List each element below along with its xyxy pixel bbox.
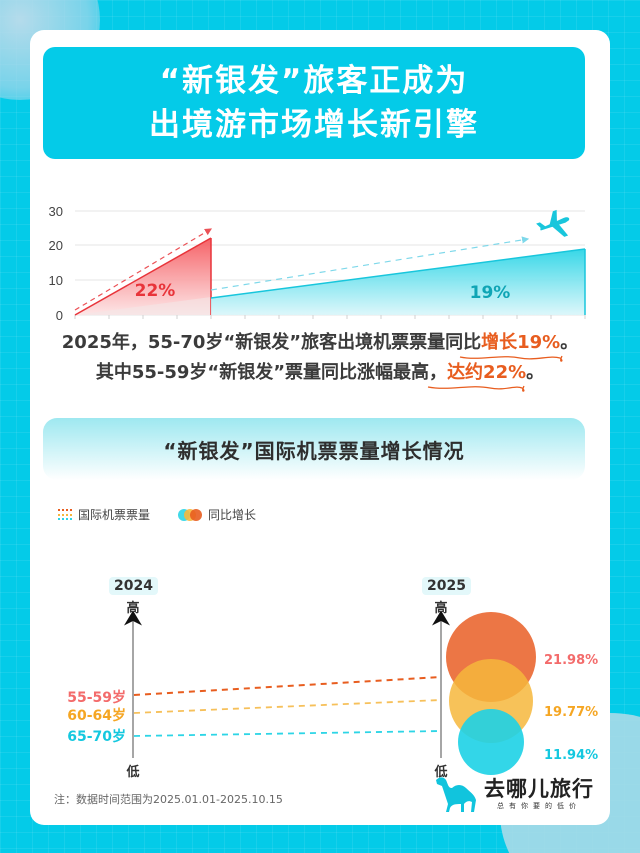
page-title-line-2: 出境游市场增长新引擎 — [149, 107, 479, 143]
line-60-64 — [133, 699, 442, 714]
summary-line-2: 其中55-59岁“新银发”票量同比涨幅最高，达约22%。 — [95, 362, 545, 383]
chart-legend: 国际机票票量 同比增长 — [58, 506, 278, 523]
overlapping-circles-icon — [178, 508, 203, 521]
line-55-59 — [133, 676, 442, 696]
axis-low-label: 低 — [433, 764, 447, 780]
bubble-65-70 — [458, 709, 524, 775]
year-label-2024: 2024 — [109, 577, 158, 595]
age-label-65-70: 65-70岁 — [67, 728, 126, 745]
section-banner: “新银发”国际机票票量增长情况 — [43, 418, 585, 480]
airplane-icon — [536, 209, 570, 237]
axis-high-label: 高 — [126, 600, 139, 616]
legend-item-volume: 国际机票票量 — [58, 506, 150, 523]
infographic-card: “新银发”旅客正成为 出境游市场增长新引擎 — [30, 30, 610, 825]
brand-tagline: 总有你要的低价 — [497, 802, 581, 810]
age-label-60-64: 60-64岁 — [67, 707, 126, 724]
camel-icon — [436, 777, 476, 812]
page-title-line-1: “新银发”旅客正成为 — [159, 63, 469, 99]
growth-label-55-59: 21.98% — [544, 653, 598, 668]
brand-name: 去哪儿旅行 — [484, 777, 594, 801]
year-label-2025: 2025 — [422, 577, 471, 595]
age-label-55-59: 55-59岁 — [67, 689, 126, 706]
dashed-lines-icon — [58, 509, 72, 520]
label-19-percent: 19% — [470, 283, 511, 303]
summary-text: 2025年，55-70岁“新银发”旅客出境机票票量同比增长19%。 其中55-5… — [30, 328, 610, 392]
axis-low-label: 低 — [125, 764, 139, 780]
highlight-growth-19: 增长19% — [481, 332, 561, 353]
volume-growth-chart: 2024 2025 高 高 低 低 55-59岁 60-64岁 65-70岁 — [30, 540, 610, 780]
label-22-percent: 22% — [135, 281, 176, 301]
highlight-growth-22: 达约22% — [447, 362, 527, 383]
svg-text:30: 30 — [49, 204, 63, 219]
brand-logo: 去哪儿旅行 总有你要的低价 — [434, 774, 594, 814]
y-axis-labels: 30 20 10 0 — [49, 204, 63, 323]
section-title: “新银发”国际机票票量增长情况 — [163, 438, 465, 463]
svg-text:10: 10 — [49, 273, 63, 288]
summary-line-1: 2025年，55-70岁“新银发”旅客出境机票票量同比增长19%。 — [61, 332, 579, 353]
squiggle-underline-decoration — [427, 355, 563, 392]
line-65-70 — [133, 730, 442, 737]
svg-text:20: 20 — [49, 238, 63, 253]
data-footnote: 注：数据时间范围为2025.01.01-2025.10.15 — [54, 793, 283, 806]
title-banner: “新银发”旅客正成为 出境游市场增长新引擎 — [43, 47, 585, 159]
growth-area-chart: 30 20 10 0 555657 585960 616263 646566 6… — [49, 204, 586, 323]
trend-arrow-cyan — [210, 236, 530, 291]
growth-label-60-64: 19.77% — [544, 705, 598, 720]
svg-text:0: 0 — [56, 308, 63, 323]
growth-label-65-70: 11.94% — [544, 748, 598, 763]
chart2-canvas: 高 高 低 低 55-59岁 60-64岁 65-70岁 21.98% 19.7… — [67, 600, 598, 780]
x-axis-ticks — [74, 315, 586, 319]
legend-item-growth: 同比增长 — [178, 506, 256, 523]
axis-high-label: 高 — [434, 600, 447, 616]
series-55-70-area — [211, 249, 585, 315]
